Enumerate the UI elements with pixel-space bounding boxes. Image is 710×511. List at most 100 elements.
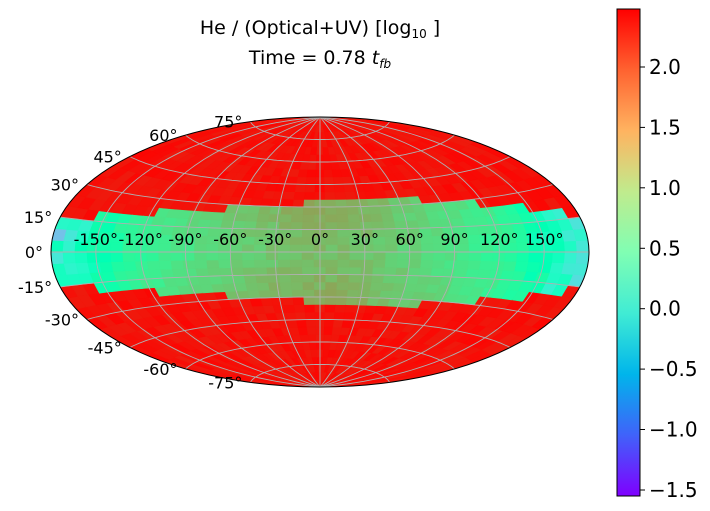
map-cell — [307, 334, 317, 343]
parallel-line — [185, 134, 455, 163]
map-cell — [230, 259, 244, 269]
map-cell — [325, 221, 338, 230]
map-cell — [372, 266, 386, 276]
map-cell — [306, 326, 317, 335]
map-cell — [407, 267, 421, 277]
parallel-line — [185, 341, 455, 370]
map-cell — [229, 251, 243, 261]
map-cell — [432, 251, 446, 261]
map-cell — [254, 259, 268, 268]
map-cell — [336, 281, 350, 291]
map-cell — [253, 251, 267, 261]
map-cell — [356, 297, 370, 306]
map-cell — [397, 251, 411, 261]
map-cell — [347, 213, 361, 223]
colorbar-tick-label: 2.0 — [649, 55, 681, 79]
map-cell — [455, 260, 470, 270]
map-cell — [281, 296, 295, 306]
map-cell — [335, 206, 349, 215]
map-cell — [324, 184, 336, 193]
map-cell — [323, 169, 334, 178]
map-cell — [289, 259, 303, 268]
map-cell — [122, 260, 138, 272]
map-cell — [325, 251, 339, 260]
map-cell — [333, 311, 346, 321]
longitude-label: -90° — [168, 230, 202, 249]
colorbar-tick-label: −0.5 — [649, 357, 698, 381]
latitude-label: -45° — [88, 339, 122, 358]
map-cell — [255, 220, 269, 230]
map-cell — [337, 229, 350, 238]
map-cell — [279, 213, 293, 223]
map-cell — [371, 220, 385, 230]
latitude-label: -60° — [143, 360, 177, 379]
map-cell — [86, 251, 100, 263]
map-cell — [260, 297, 274, 307]
map-cell — [146, 260, 161, 271]
longitude-label: 60° — [396, 230, 424, 249]
map-cell — [336, 213, 350, 223]
longitude-labels: -150° -120° -90° -60° -30° 0° 30° 60° 90° 120° 150… — [74, 230, 564, 249]
map-cell — [277, 259, 291, 268]
map-cell — [278, 274, 292, 283]
colorbar-tick-label: 0.0 — [649, 297, 681, 321]
map-cell — [305, 176, 316, 185]
map-cell — [357, 205, 371, 215]
map-cell — [444, 251, 458, 261]
map-cell — [467, 234, 482, 244]
map-cell — [359, 221, 373, 230]
map-cell — [394, 220, 408, 230]
map-cell — [281, 198, 295, 208]
map-cell — [242, 259, 256, 268]
map-cell — [335, 296, 348, 306]
map-cell — [308, 341, 318, 350]
map-cell — [358, 281, 372, 291]
latitude-label: 75° — [214, 113, 242, 132]
map-cell — [381, 212, 395, 222]
map-cell — [98, 251, 112, 263]
parallel-line — [86, 184, 554, 208]
map-cell — [265, 251, 279, 260]
map-cell — [563, 240, 578, 253]
map-cell — [334, 191, 347, 200]
map-cell — [289, 251, 303, 260]
map-cell — [540, 251, 554, 263]
map-cell — [502, 260, 518, 272]
map-cell — [270, 198, 284, 207]
map-cell — [306, 169, 317, 178]
map-cell — [335, 289, 349, 298]
map-cell — [420, 259, 434, 269]
map-cell — [292, 198, 305, 208]
map-cell — [551, 251, 566, 264]
map-cell — [291, 206, 305, 215]
map-cell — [220, 219, 235, 229]
map-cell — [432, 259, 446, 269]
latitude-label: -30° — [45, 311, 79, 330]
map-cell — [266, 266, 280, 276]
latitude-label: 45° — [93, 148, 121, 167]
map-cell — [384, 259, 398, 268]
map-cell — [304, 311, 316, 320]
map-cell — [255, 274, 269, 284]
map-cell — [361, 251, 375, 260]
map-cell — [337, 266, 350, 275]
map-cell — [467, 260, 482, 270]
parallel-line — [129, 319, 511, 348]
map-cell — [304, 184, 316, 193]
map-cell — [284, 311, 297, 321]
map-cell — [208, 219, 224, 229]
graticule — [51, 116, 589, 388]
map-cell — [301, 259, 315, 268]
map-cell — [358, 213, 372, 223]
longitude-label: 0° — [311, 230, 329, 249]
map-cell — [74, 251, 89, 264]
map-cell — [324, 176, 335, 185]
map-cell — [335, 198, 348, 208]
map-cell — [345, 296, 359, 306]
map-cell — [171, 268, 187, 278]
map-cell — [369, 213, 384, 222]
map-cell — [325, 259, 339, 268]
map-cell — [230, 267, 245, 276]
longitude-label: -60° — [213, 230, 247, 249]
